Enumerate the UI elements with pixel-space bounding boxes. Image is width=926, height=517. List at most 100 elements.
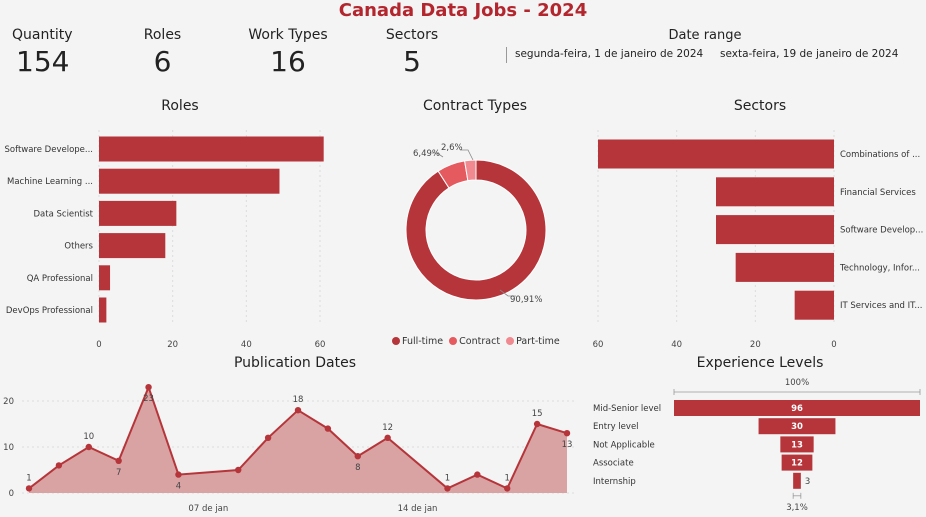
kpi-value: 6 <box>153 45 172 78</box>
category-label: Mid-Senior level <box>593 404 661 414</box>
date-range-end[interactable]: sexta-feira, 19 de janeiro de 2024 <box>720 48 899 60</box>
experience-funnel-chart[interactable]: 100% Mid-Senior level 96 Entry level 30 Not A… <box>585 372 926 517</box>
bar[interactable] <box>99 297 107 323</box>
data-label: 1 <box>26 473 31 483</box>
bar[interactable] <box>716 177 834 207</box>
bar[interactable] <box>735 252 834 282</box>
data-point[interactable] <box>175 471 182 478</box>
y-tick-label: 20 <box>3 397 14 407</box>
x-tick-label: 07 de jan <box>188 504 228 514</box>
contract-donut-chart[interactable]: 90,91% 6,49%2,6% <box>380 130 580 330</box>
kpi-label: Sectors <box>385 27 439 43</box>
category-label: Technology, Infor... <box>839 263 920 273</box>
leader-line <box>432 152 444 158</box>
x-tick-label: 40 <box>241 340 252 350</box>
data-label: 18 <box>293 395 304 405</box>
data-point[interactable] <box>384 434 391 441</box>
bar[interactable] <box>99 136 324 162</box>
data-label: 13 <box>562 440 573 450</box>
data-point[interactable] <box>474 471 481 478</box>
legend-contract[interactable]: Contract <box>446 336 500 347</box>
experience-chart-title: Experience Levels <box>696 355 824 371</box>
data-point[interactable] <box>85 443 92 451</box>
date-range-label: Date range <box>668 28 742 43</box>
data-point[interactable] <box>264 434 272 441</box>
data-label: 30 <box>791 422 803 432</box>
data-point[interactable] <box>444 485 451 492</box>
kpi-label: Quantity <box>12 27 73 43</box>
category-label: Software Develope... <box>5 145 94 155</box>
legend-label: Part-time <box>516 336 560 347</box>
funnel-bar[interactable] <box>781 454 813 471</box>
category-label: Not Applicable <box>593 440 655 450</box>
bar[interactable] <box>99 265 111 291</box>
data-point[interactable] <box>55 462 63 469</box>
data-label: 3 <box>805 477 810 487</box>
data-label: 12 <box>382 423 393 433</box>
pubdates-chart[interactable]: 0 10 20 07 de jan 14 de jan 1 10 7 23 4 18 8 12 1 1 15 1… <box>0 375 585 517</box>
kpi-label: Roles <box>143 27 182 43</box>
data-point[interactable] <box>324 425 332 432</box>
category-label: Combinations of ... <box>840 150 920 160</box>
contract-legend: Full-time Contract Part-time <box>392 336 572 347</box>
dashboard-title: Canada Data Jobs - 2024 <box>338 0 588 21</box>
category-label: DevOps Professional <box>6 306 93 316</box>
data-point[interactable] <box>115 457 122 464</box>
bar[interactable] <box>99 168 280 194</box>
data-label: 96 <box>791 404 803 414</box>
data-point[interactable] <box>354 453 361 460</box>
data-point[interactable] <box>235 466 242 474</box>
bar[interactable] <box>99 200 177 226</box>
funnel-top-label: 100% <box>785 378 809 388</box>
donut-slice[interactable] <box>405 159 547 301</box>
date-range-slicer[interactable]: Date range segunda-feira, 1 de janeiro d… <box>505 28 915 63</box>
data-label: 7 <box>116 468 121 478</box>
category-label: Others <box>64 242 93 252</box>
kpi-work-types: Work Types 16 <box>243 27 333 78</box>
data-point[interactable] <box>533 420 541 428</box>
donut-slice[interactable] <box>464 159 477 182</box>
category-label: Financial Services <box>840 188 916 198</box>
data-point[interactable] <box>504 485 511 492</box>
data-label: 15 <box>532 409 543 419</box>
roles-chart[interactable]: 0 20 40 60 Software Develope... Machine Learn… <box>0 125 345 350</box>
bar[interactable] <box>598 139 834 169</box>
x-tick-label: 0 <box>831 340 836 350</box>
data-label: 8 <box>355 463 360 473</box>
date-range-start[interactable]: segunda-feira, 1 de janeiro de 2024 <box>515 48 704 60</box>
data-point[interactable] <box>145 384 152 391</box>
bar[interactable] <box>716 215 834 245</box>
data-point[interactable] <box>563 430 571 437</box>
data-label: 2,6% <box>441 143 463 153</box>
legend-full-time[interactable]: Full-time <box>392 336 443 347</box>
contract-chart-title: Contract Types <box>422 98 528 114</box>
category-label: Internship <box>593 477 636 487</box>
data-label: 10 <box>83 432 94 442</box>
kpi-roles: Roles 6 <box>125 27 200 78</box>
funnel-bottom-label: 3,1% <box>786 503 808 513</box>
data-label: 12 <box>791 459 803 469</box>
funnel-bar[interactable] <box>793 472 801 489</box>
area-fill <box>29 387 567 493</box>
funnel-bar[interactable] <box>674 400 920 416</box>
bar[interactable] <box>99 233 166 259</box>
category-label: Associate <box>593 459 634 469</box>
funnel-bar[interactable] <box>780 436 814 453</box>
bar[interactable] <box>794 290 834 320</box>
legend-dot-icon <box>506 337 515 345</box>
date-range-divider <box>506 47 507 63</box>
data-label: 1 <box>505 473 510 483</box>
sectors-chart[interactable]: 60 40 20 0 Combinations of ... Financial Serv… <box>585 125 926 350</box>
leader-line <box>499 289 516 297</box>
x-tick-label: 60 <box>593 340 604 350</box>
data-label: 6,49% <box>413 149 440 159</box>
sectors-chart-title: Sectors <box>733 98 787 114</box>
x-tick-label: 0 <box>96 340 101 350</box>
data-label: 4 <box>176 482 181 492</box>
x-tick-label: 60 <box>315 340 326 350</box>
funnel-bar[interactable] <box>758 418 836 435</box>
data-point[interactable] <box>25 485 33 492</box>
category-label: IT Services and IT... <box>840 301 922 311</box>
legend-part-time[interactable]: Part-time <box>503 336 560 347</box>
data-point[interactable] <box>294 407 302 414</box>
